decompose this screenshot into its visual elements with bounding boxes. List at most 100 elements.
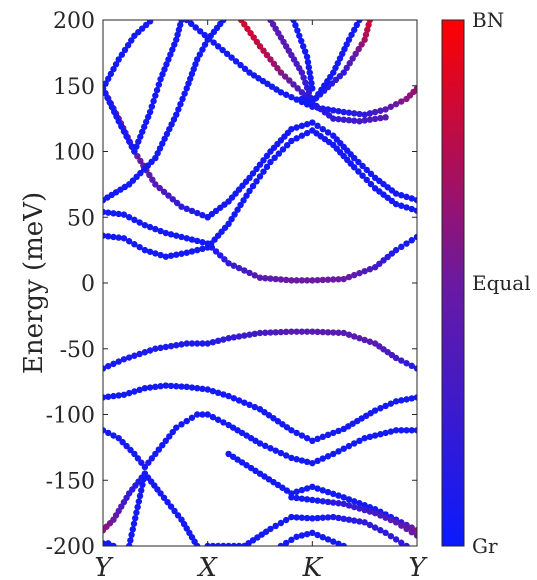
band-point: [225, 260, 232, 267]
band-point: [152, 154, 159, 162]
band-point: [262, 442, 269, 450]
y-tick-label: -100: [46, 404, 95, 429]
band-point: [144, 113, 152, 121]
band-point: [345, 442, 353, 450]
band-point: [119, 438, 126, 446]
band-point: [256, 274, 264, 281]
band-point: [159, 441, 166, 449]
band-point: [148, 455, 156, 462]
band-point: [398, 202, 405, 209]
band-point: [413, 365, 417, 372]
band-point: [225, 335, 232, 342]
band-point: [340, 275, 347, 283]
band-5: [103, 208, 417, 284]
band-point: [146, 384, 154, 391]
band-point: [366, 508, 374, 515]
band-point: [330, 490, 337, 498]
band-point: [345, 502, 353, 509]
band-point: [387, 103, 395, 110]
band-point: [131, 241, 138, 248]
band-point: [192, 24, 199, 31]
band-point: [349, 55, 356, 62]
band-point: [377, 405, 384, 412]
band-point: [356, 518, 363, 525]
band-point: [188, 414, 196, 421]
band-point: [110, 210, 117, 217]
band-point: [351, 333, 358, 340]
band-point: [377, 107, 384, 114]
band-point: [294, 27, 301, 34]
band-point: [277, 519, 285, 527]
band-point: [319, 328, 326, 336]
band-point: [168, 121, 175, 128]
band-point: [303, 485, 311, 492]
band-point: [103, 80, 109, 87]
band-point: [303, 97, 311, 105]
band-point: [371, 524, 379, 531]
band-point: [188, 207, 196, 215]
band-7: [204, 119, 417, 221]
band-point: [387, 400, 395, 407]
band-point: [133, 509, 140, 516]
band-point: [298, 514, 306, 521]
band-point: [148, 103, 156, 110]
band-point: [190, 65, 197, 73]
band-point: [324, 329, 332, 336]
band-point: [146, 20, 154, 25]
band-point: [246, 174, 253, 181]
band-point: [314, 122, 321, 130]
band-point: [183, 340, 190, 347]
band-point: [167, 382, 175, 390]
band-point: [123, 133, 130, 140]
band-point: [165, 192, 172, 199]
band-point: [306, 69, 313, 76]
band-point: [392, 427, 400, 434]
band-point: [272, 522, 279, 530]
band-point: [188, 248, 196, 255]
band-point: [398, 539, 405, 546]
band-point: [138, 487, 145, 494]
band-point: [209, 542, 217, 546]
colorbar-label: BN: [472, 8, 504, 32]
band-point: [282, 91, 290, 98]
band-6: [103, 127, 417, 260]
band-point: [110, 392, 117, 400]
band-point: [298, 132, 306, 139]
band-point: [105, 393, 112, 400]
band-point: [403, 204, 410, 211]
band-point: [361, 117, 368, 124]
band-point: [272, 447, 279, 454]
band-point: [351, 26, 358, 34]
band-point: [225, 220, 232, 228]
band-point: [345, 273, 353, 281]
band-point: [309, 496, 316, 504]
band-point: [300, 43, 307, 50]
y-axis: 200 150 100 50 0 -50 -100 -150 -200: [46, 9, 417, 560]
band-point: [277, 69, 285, 76]
band-point: [398, 427, 405, 434]
colorbar-label: Gr: [472, 534, 498, 558]
y-tick-label: 150: [53, 75, 95, 100]
band-point: [183, 205, 190, 213]
band-point: [188, 340, 196, 347]
band-15: [103, 411, 417, 471]
band-point: [304, 58, 312, 66]
band-point: [240, 197, 247, 204]
band-point: [136, 492, 144, 500]
band-point: [330, 429, 337, 437]
band-point: [371, 115, 379, 123]
band-point: [293, 429, 300, 437]
band-point: [156, 145, 164, 152]
band-point: [256, 173, 264, 180]
band-point: [303, 277, 311, 284]
band-point: [171, 41, 178, 48]
band-point: [335, 492, 342, 499]
band-point: [351, 517, 358, 524]
band-point: [131, 216, 138, 224]
colorbar-label: Equal: [472, 271, 531, 295]
band-point: [309, 85, 316, 92]
band-point: [125, 354, 133, 361]
band-point: [377, 114, 384, 122]
band-point: [105, 233, 112, 240]
band-point: [178, 341, 185, 348]
